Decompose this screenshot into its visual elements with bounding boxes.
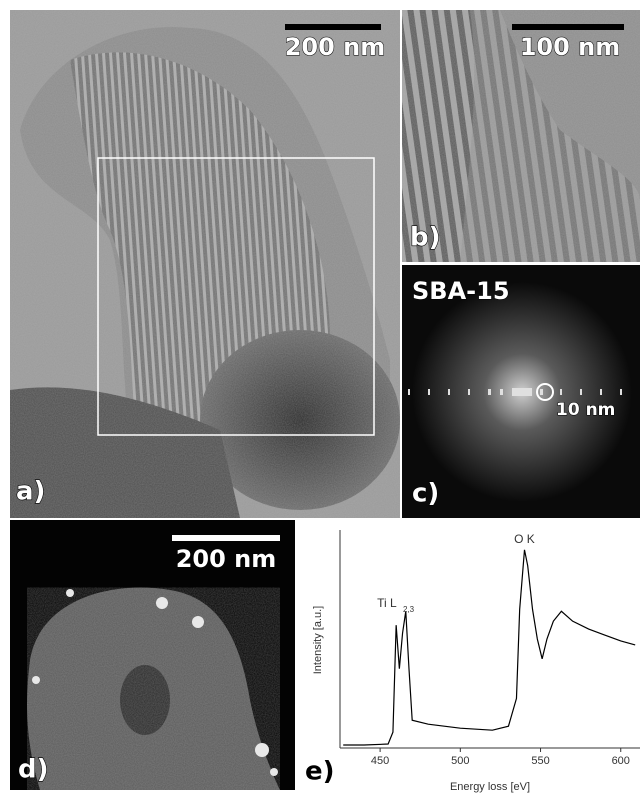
x-tick-label: 600 <box>612 755 630 767</box>
panel-label: b) <box>410 223 441 253</box>
panel-b: 100 nm b) <box>402 10 640 262</box>
panel-c: SBA-15 10 nm c) <box>402 265 640 518</box>
spectrum-line <box>343 550 635 745</box>
panel-d: 200 nm d) <box>10 520 295 790</box>
panel-label: c) <box>412 479 439 509</box>
annotation: Ti L <box>377 596 397 610</box>
scale-bar-label: 200 nm <box>176 545 277 573</box>
x-tick-label: 500 <box>451 755 469 767</box>
annotation: O K <box>514 532 535 546</box>
panel-e: e) Energy loss [eV] Intensity [a.u.] 450… <box>305 530 640 793</box>
scale-bar-label: 200 nm <box>285 33 386 61</box>
x-axis-title: Energy loss [eV] <box>450 781 530 793</box>
panel-a: 200 nm a) <box>10 10 400 518</box>
scale-bar-label: 100 nm <box>520 33 621 61</box>
x-tick-label: 550 <box>531 755 549 767</box>
y-axis-title: Intensity [a.u.] <box>312 606 324 674</box>
annotation-subscript: 2,3 <box>403 605 415 614</box>
x-tick-label: 450 <box>371 755 389 767</box>
figure: 200 nm a) 100 nm b) SBA-15 10 nm c) 200 … <box>0 0 640 798</box>
panel-title: SBA-15 <box>412 277 510 305</box>
panel-label: a) <box>16 477 45 507</box>
panel-label: d) <box>18 755 49 785</box>
annotation: 10 nm <box>556 400 615 420</box>
panel-label: e) <box>305 757 335 787</box>
